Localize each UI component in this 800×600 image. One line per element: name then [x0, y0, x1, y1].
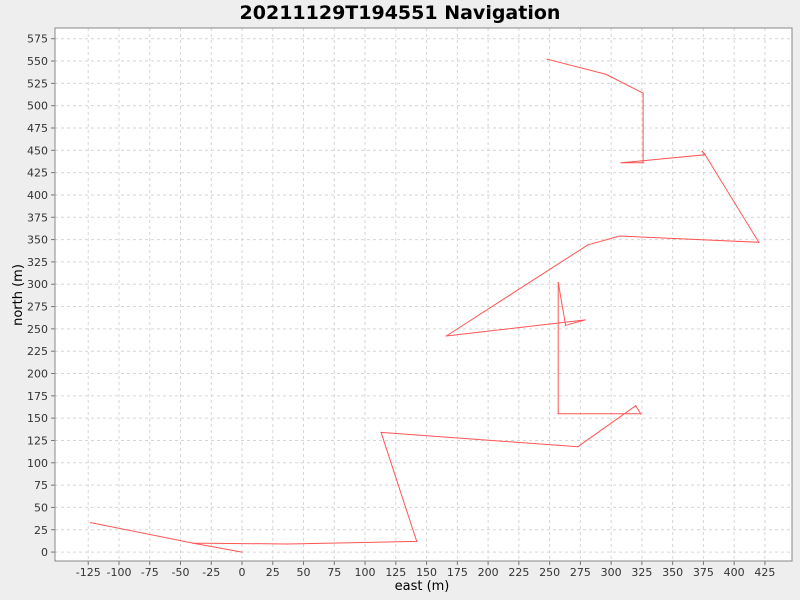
track-point [416, 540, 418, 542]
track-point [587, 244, 589, 246]
x-tick-label: 0 [239, 566, 246, 579]
track-point [758, 241, 760, 243]
y-tick-label: 100 [27, 457, 48, 470]
x-tick-label: -75 [141, 566, 159, 579]
track-point [90, 522, 92, 524]
track-point [642, 162, 644, 164]
y-tick-label: 375 [27, 211, 48, 224]
track-point [557, 281, 559, 284]
x-tick-label: 325 [631, 566, 652, 579]
track-point [642, 92, 644, 94]
x-tick-label: -100 [106, 566, 131, 579]
y-tick-label: 275 [27, 301, 48, 314]
plot-area [55, 28, 792, 561]
x-tick-label: -50 [172, 566, 190, 579]
y-tick-label: 550 [27, 55, 48, 68]
x-tick-label: -125 [76, 566, 101, 579]
x-tick-label: 350 [662, 566, 683, 579]
track-point [557, 413, 559, 415]
plot-border [54, 27, 793, 562]
y-tick-label: 350 [27, 234, 48, 247]
y-tick-label: 475 [27, 122, 48, 135]
y-tick-label: 400 [27, 189, 48, 202]
x-tick-label: 375 [693, 566, 714, 579]
track-point [620, 162, 622, 164]
y-tick-label: 25 [34, 524, 48, 537]
track-point [565, 324, 567, 326]
x-tick-label: 275 [570, 566, 591, 579]
track-point [701, 150, 703, 152]
track-point [584, 319, 586, 321]
y-tick-label: 150 [27, 412, 48, 425]
x-tick-label: 425 [754, 566, 775, 579]
x-tick-label: 250 [539, 566, 560, 579]
y-tick-label: 300 [27, 278, 48, 291]
y-tick-label: 175 [27, 390, 48, 403]
x-tick-label: 25 [266, 566, 280, 579]
y-tick-label: 50 [34, 501, 48, 514]
track-point [546, 58, 548, 60]
chart-title: 20211129T194551 Navigation [240, 2, 561, 24]
y-tick-label: 250 [27, 323, 48, 336]
track-point [635, 405, 637, 407]
y-tick-label: 325 [27, 256, 48, 269]
track-point [605, 73, 607, 76]
y-tick-label: 450 [27, 144, 48, 157]
x-tick-label: 175 [447, 566, 468, 579]
y-tick-label: 0 [41, 546, 48, 559]
track-point [241, 551, 243, 553]
grid-lines [55, 28, 792, 561]
y-axis-title: north (m) [11, 264, 26, 326]
y-tick-label: 525 [27, 77, 48, 90]
track-point [192, 542, 194, 544]
track-point [619, 235, 621, 237]
x-tick-label: 225 [508, 566, 529, 579]
track-point [704, 153, 706, 155]
track-point [704, 154, 706, 156]
track-point [286, 543, 289, 545]
x-tick-label: 125 [385, 566, 406, 579]
series-layer [90, 58, 760, 553]
y-tick-label: 425 [27, 167, 48, 180]
x-tick-label: 400 [724, 566, 745, 579]
track-point [640, 413, 642, 415]
track-point [380, 431, 382, 434]
x-tick-label: 150 [416, 566, 437, 579]
x-axis-title: east (m) [395, 579, 450, 594]
x-tick-label: 300 [601, 566, 622, 579]
navigation-track-line [90, 58, 760, 553]
axis-ticks: -125 -100 -75 -50 -25 0 25 50 75 100 125 150 175 200 2… [27, 33, 775, 579]
y-tick-label: 225 [27, 345, 48, 358]
y-tick-label: 200 [27, 368, 48, 381]
y-tick-label: 500 [27, 100, 48, 113]
track-point [445, 335, 447, 337]
x-tick-label: 200 [478, 566, 499, 579]
y-tick-label: 75 [34, 479, 48, 492]
track-point [577, 446, 579, 448]
y-tick-label: 575 [27, 33, 48, 46]
y-tick-label: 125 [27, 434, 48, 447]
x-tick-label: 100 [355, 566, 376, 579]
x-tick-label: 75 [327, 566, 341, 579]
x-tick-label: 50 [297, 566, 311, 579]
x-tick-label: -25 [202, 566, 220, 579]
